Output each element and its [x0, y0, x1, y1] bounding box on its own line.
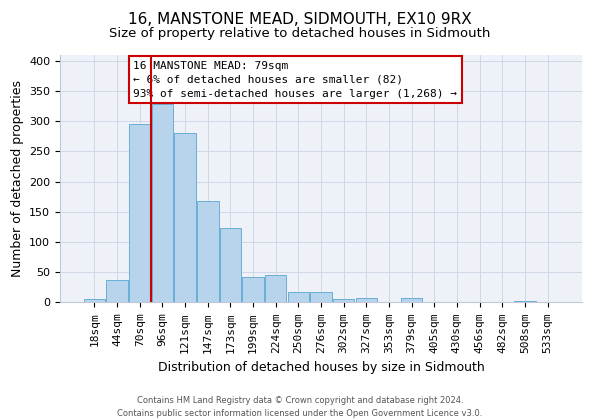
- Bar: [129, 124, 151, 302]
- Bar: [242, 277, 264, 302]
- Bar: [333, 299, 355, 302]
- Bar: [356, 297, 377, 302]
- X-axis label: Distribution of detached houses by size in Sidmouth: Distribution of detached houses by size …: [158, 361, 484, 374]
- Text: Contains HM Land Registry data © Crown copyright and database right 2024.
Contai: Contains HM Land Registry data © Crown c…: [118, 396, 482, 418]
- Bar: [265, 275, 286, 302]
- Y-axis label: Number of detached properties: Number of detached properties: [11, 80, 23, 277]
- Text: 16 MANSTONE MEAD: 79sqm
← 6% of detached houses are smaller (82)
93% of semi-det: 16 MANSTONE MEAD: 79sqm ← 6% of detached…: [133, 61, 457, 99]
- Bar: [197, 202, 218, 302]
- Text: 16, MANSTONE MEAD, SIDMOUTH, EX10 9RX: 16, MANSTONE MEAD, SIDMOUTH, EX10 9RX: [128, 12, 472, 27]
- Bar: [106, 280, 128, 302]
- Bar: [287, 292, 309, 302]
- Bar: [401, 298, 422, 302]
- Bar: [152, 104, 173, 302]
- Bar: [220, 228, 241, 302]
- Bar: [310, 291, 332, 302]
- Bar: [175, 133, 196, 302]
- Text: Size of property relative to detached houses in Sidmouth: Size of property relative to detached ho…: [109, 27, 491, 40]
- Bar: [514, 301, 536, 302]
- Bar: [84, 299, 105, 302]
